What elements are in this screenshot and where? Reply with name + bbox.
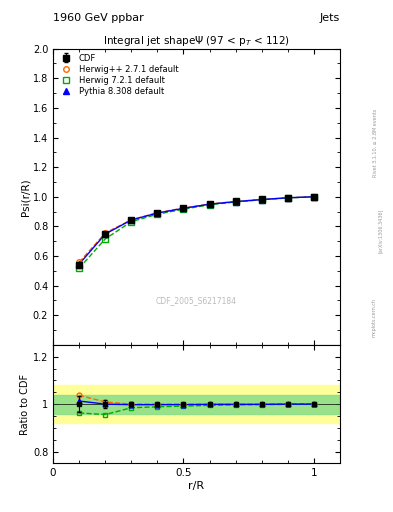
Title: Integral jet shapeΨ (97 < p$_T$ < 112): Integral jet shapeΨ (97 < p$_T$ < 112) bbox=[103, 34, 290, 49]
Text: [arXiv:1306.3436]: [arXiv:1306.3436] bbox=[378, 208, 383, 252]
Line: Pythia 8.308 default: Pythia 8.308 default bbox=[76, 194, 317, 267]
Y-axis label: Psi(r/R): Psi(r/R) bbox=[20, 178, 30, 216]
Y-axis label: Ratio to CDF: Ratio to CDF bbox=[20, 374, 30, 435]
Pythia 8.308 default bbox=[312, 194, 316, 200]
Herwig 7.2.1 default bbox=[77, 265, 81, 271]
Text: Rivet 3.1.10, ≥ 2.8M events: Rivet 3.1.10, ≥ 2.8M events bbox=[373, 109, 378, 178]
Text: 1960 GeV ppbar: 1960 GeV ppbar bbox=[53, 13, 144, 23]
Pythia 8.308 default bbox=[77, 261, 81, 267]
Line: Herwig++ 2.7.1 default: Herwig++ 2.7.1 default bbox=[76, 194, 317, 265]
Text: mcplots.cern.ch: mcplots.cern.ch bbox=[372, 298, 376, 337]
Herwig++ 2.7.1 default bbox=[207, 201, 212, 207]
Text: CDF_2005_S6217184: CDF_2005_S6217184 bbox=[156, 296, 237, 305]
Pythia 8.308 default bbox=[207, 201, 212, 207]
Herwig 7.2.1 default bbox=[312, 194, 316, 200]
Bar bbox=[53, 385, 340, 423]
Herwig++ 2.7.1 default bbox=[259, 196, 264, 202]
Pythia 8.308 default bbox=[181, 205, 186, 211]
Herwig++ 2.7.1 default bbox=[233, 199, 238, 205]
Herwig 7.2.1 default bbox=[129, 219, 134, 225]
Pythia 8.308 default bbox=[103, 231, 108, 237]
Herwig 7.2.1 default bbox=[103, 236, 108, 242]
Herwig 7.2.1 default bbox=[259, 197, 264, 203]
Pythia 8.308 default bbox=[233, 199, 238, 205]
Legend: CDF, Herwig++ 2.7.1 default, Herwig 7.2.1 default, Pythia 8.308 default: CDF, Herwig++ 2.7.1 default, Herwig 7.2.… bbox=[55, 50, 182, 99]
Herwig++ 2.7.1 default bbox=[312, 194, 316, 200]
Text: Jets: Jets bbox=[320, 13, 340, 23]
Herwig++ 2.7.1 default bbox=[77, 259, 81, 265]
Herwig++ 2.7.1 default bbox=[285, 195, 290, 201]
Herwig 7.2.1 default bbox=[233, 199, 238, 205]
Herwig 7.2.1 default bbox=[207, 202, 212, 208]
Herwig 7.2.1 default bbox=[181, 206, 186, 212]
X-axis label: r/R: r/R bbox=[188, 481, 205, 491]
Line: Herwig 7.2.1 default: Herwig 7.2.1 default bbox=[76, 194, 317, 271]
Herwig 7.2.1 default bbox=[285, 195, 290, 201]
Pythia 8.308 default bbox=[155, 210, 160, 216]
Herwig++ 2.7.1 default bbox=[155, 210, 160, 216]
Pythia 8.308 default bbox=[259, 197, 264, 203]
Pythia 8.308 default bbox=[285, 195, 290, 201]
Herwig++ 2.7.1 default bbox=[103, 230, 108, 236]
Herwig++ 2.7.1 default bbox=[129, 217, 134, 223]
Herwig 7.2.1 default bbox=[155, 211, 160, 217]
Herwig++ 2.7.1 default bbox=[181, 205, 186, 211]
Pythia 8.308 default bbox=[129, 217, 134, 223]
Bar bbox=[53, 395, 340, 414]
